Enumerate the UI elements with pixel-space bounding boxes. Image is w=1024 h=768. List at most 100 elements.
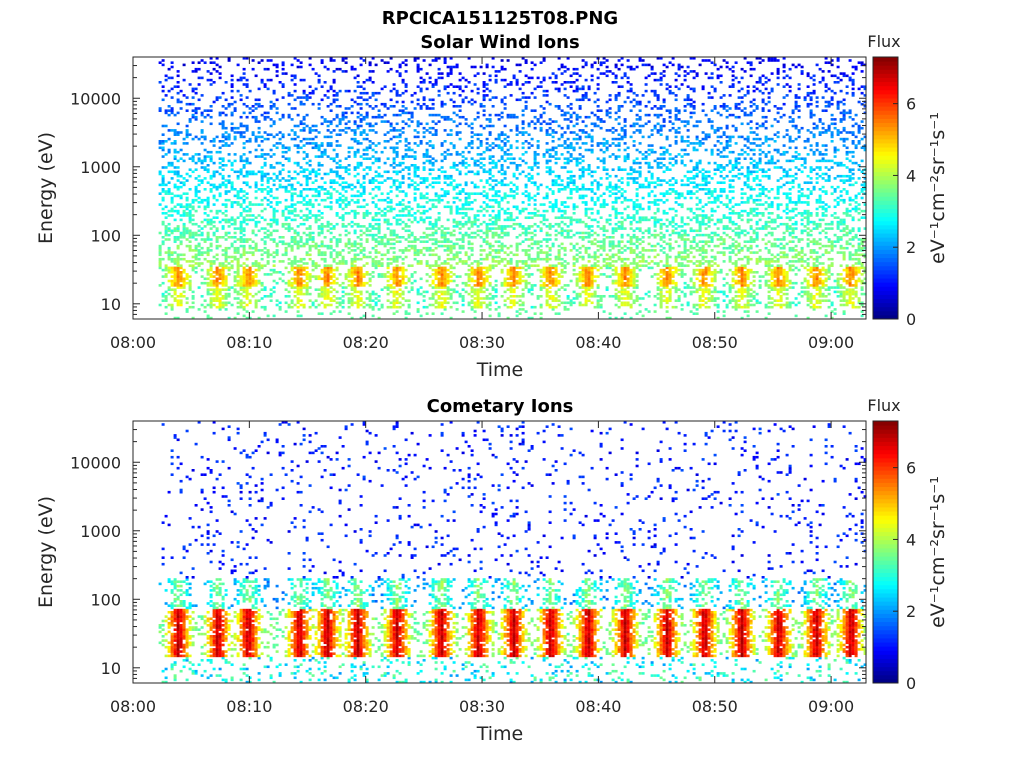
- heatmap-cell: [545, 303, 549, 307]
- heatmap-cell: [353, 257, 357, 261]
- heatmap-cell: [398, 268, 402, 272]
- heatmap-cell: [380, 303, 384, 307]
- heatmap-cell: [524, 185, 528, 189]
- heatmap-cell: [248, 185, 252, 189]
- heatmap-cell: [488, 246, 492, 250]
- heatmap-cell: [413, 157, 417, 160]
- heatmap-cell: [209, 122, 213, 126]
- heatmap-cell: [527, 275, 531, 278]
- heatmap-cell: [377, 188, 381, 191]
- heatmap-cell: [257, 105, 261, 108]
- heatmap-cell: [350, 286, 354, 289]
- heatmap-cell: [308, 57, 312, 60]
- heatmap-cell: [305, 174, 309, 178]
- heatmap-cell: [227, 231, 231, 235]
- heatmap-cell: [239, 288, 243, 291]
- heatmap-cell: [425, 105, 429, 108]
- heatmap-cell: [356, 273, 360, 276]
- heatmap-cell: [515, 192, 519, 195]
- heatmap-cell: [434, 159, 438, 163]
- heatmap-cell: [239, 236, 243, 239]
- heatmap-cell: [299, 244, 303, 248]
- heatmap-cell: [299, 240, 303, 243]
- heatmap-cell: [413, 212, 417, 215]
- heatmap-cell: [188, 212, 192, 215]
- heatmap-cell: [404, 63, 408, 67]
- heatmap-cell: [548, 126, 552, 130]
- heatmap-cell: [479, 297, 483, 300]
- heatmap-cell: [497, 249, 501, 252]
- heatmap-cell: [326, 271, 330, 274]
- heatmap-cell: [176, 303, 180, 307]
- heatmap-cell: [470, 262, 474, 265]
- heatmap-cell: [425, 305, 429, 309]
- heatmap-cell: [248, 214, 252, 217]
- heatmap-cell: [455, 222, 459, 226]
- heatmap-cell: [344, 205, 348, 209]
- heatmap-cell: [476, 164, 480, 167]
- heatmap-cell: [392, 268, 396, 272]
- heatmap-cell: [416, 67, 420, 71]
- heatmap-cell: [356, 102, 360, 106]
- heatmap-cell: [491, 255, 495, 259]
- heatmap-cell: [452, 242, 456, 246]
- heatmap-cell: [500, 181, 504, 184]
- heatmap-cell: [323, 120, 327, 123]
- heatmap-cell: [167, 109, 171, 112]
- heatmap-cell: [344, 168, 348, 171]
- heatmap-cell: [317, 74, 321, 78]
- heatmap-cell: [245, 257, 249, 261]
- heatmap-cell: [374, 91, 378, 95]
- heatmap-cell: [239, 255, 243, 259]
- heatmap-cell: [164, 109, 168, 112]
- heatmap-cell: [374, 179, 378, 182]
- heatmap-cell: [269, 107, 273, 110]
- heatmap-cell: [269, 118, 273, 121]
- heatmap-cell: [179, 275, 183, 278]
- heatmap-cell: [212, 225, 216, 228]
- heatmap-cell: [401, 181, 405, 184]
- heatmap-cell: [461, 281, 465, 285]
- heatmap-cell: [251, 253, 255, 257]
- heatmap-cell: [296, 268, 300, 272]
- heatmap-cell: [413, 246, 417, 250]
- heatmap-cell: [509, 277, 513, 281]
- heatmap-cell: [359, 249, 363, 252]
- heatmap-cell: [317, 227, 321, 230]
- heatmap-cell: [191, 115, 195, 119]
- heatmap-cell: [176, 185, 180, 189]
- heatmap-cell: [485, 266, 489, 270]
- heatmap-cell: [446, 288, 450, 291]
- heatmap-cell: [368, 181, 372, 184]
- heatmap-cell: [434, 301, 438, 305]
- heatmap-cell: [452, 220, 456, 224]
- heatmap-cell: [425, 246, 429, 250]
- heatmap-cell: [500, 260, 504, 263]
- heatmap-cell: [296, 290, 300, 294]
- heatmap-cell: [230, 142, 234, 145]
- heatmap-cell: [224, 292, 228, 296]
- heatmap-cell: [257, 220, 261, 224]
- heatmap-cell: [284, 281, 288, 285]
- heatmap-cell: [179, 253, 183, 257]
- heatmap-cell: [254, 172, 258, 176]
- heatmap-cell: [431, 144, 435, 147]
- heatmap-cell: [434, 240, 438, 243]
- heatmap-cell: [440, 115, 444, 119]
- heatmap-cell: [524, 249, 528, 252]
- heatmap-cell: [467, 216, 471, 219]
- heatmap-cell: [251, 218, 255, 222]
- heatmap-cell: [341, 188, 345, 191]
- heatmap-cell: [557, 67, 561, 71]
- heatmap-cell: [185, 310, 189, 313]
- heatmap-cell: [539, 220, 543, 224]
- heatmap-cell: [350, 249, 354, 252]
- heatmap-cell: [452, 273, 456, 276]
- heatmap-cell: [509, 299, 513, 302]
- heatmap-cell: [449, 166, 453, 169]
- heatmap-cell: [368, 192, 372, 195]
- heatmap-cell: [344, 260, 348, 263]
- heatmap-cell: [236, 126, 240, 130]
- heatmap-cell: [203, 305, 207, 309]
- heatmap-cell: [248, 316, 252, 320]
